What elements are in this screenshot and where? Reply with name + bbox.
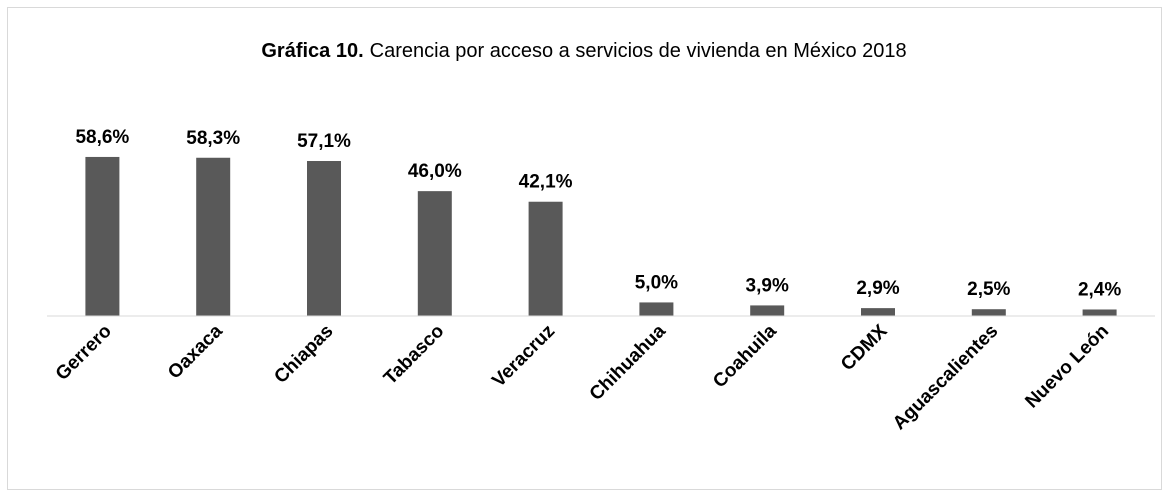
bar (528, 201, 563, 316)
chart-border (7, 7, 1162, 490)
value-label: 46,0% (408, 161, 462, 182)
bar (639, 302, 674, 316)
bar (971, 309, 1006, 316)
value-label: 58,6% (75, 127, 129, 148)
value-label: 5,0% (635, 272, 678, 293)
bar (417, 191, 452, 316)
value-label: 57,1% (297, 131, 351, 152)
value-label: 2,9% (856, 278, 899, 299)
bar (861, 308, 895, 316)
chart-title: Gráfica 10. Carencia por acceso a servici… (261, 40, 906, 62)
bar (1082, 309, 1117, 316)
value-label: 2,5% (967, 279, 1010, 300)
bar (750, 305, 785, 316)
title-text: Carencia por acceso a servicios de vivie… (370, 40, 907, 62)
title-prefix: Gráfica 10. (261, 40, 363, 62)
value-label: 3,9% (746, 275, 789, 296)
value-label: 58,3% (186, 128, 240, 149)
bar (85, 156, 120, 316)
value-label: 42,1% (519, 172, 573, 193)
bar (307, 161, 341, 316)
value-label: 2,4% (1078, 279, 1121, 300)
bar (196, 157, 231, 316)
